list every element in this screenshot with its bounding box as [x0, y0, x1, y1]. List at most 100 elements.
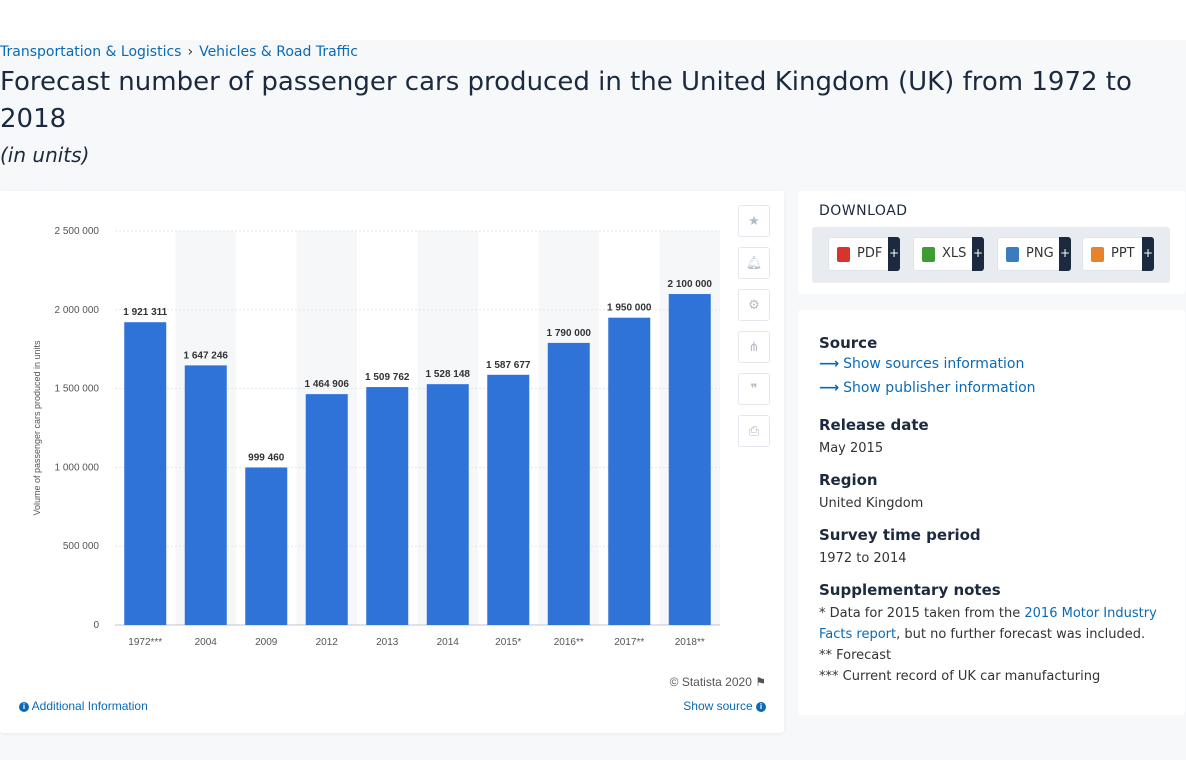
- release-value: May 2015: [819, 441, 884, 456]
- flag-icon[interactable]: ⚑: [755, 675, 766, 689]
- data-label: 1 587 677: [486, 360, 531, 371]
- download-xls-button[interactable]: XLS +: [913, 237, 984, 271]
- data-label: 1 790 000: [547, 328, 592, 339]
- print-icon: ⎙: [748, 424, 760, 439]
- bell-icon: 🔔︎: [745, 256, 763, 271]
- show-sources-label: Show sources information: [843, 356, 1025, 372]
- page-subtitle: (in units): [0, 143, 90, 167]
- data-label: 2 100 000: [668, 279, 713, 290]
- data-label: 999 460: [248, 452, 285, 463]
- download-xls-label: XLS: [942, 246, 967, 261]
- download-ppt-button[interactable]: PPT +: [1082, 237, 1154, 271]
- breadcrumb-item-vehicles[interactable]: Vehicles & Road Traffic: [199, 44, 358, 60]
- download-pdf-label: PDF: [857, 246, 883, 261]
- y-tick-label: 500 000: [63, 541, 100, 552]
- share-icon: ⋔: [748, 340, 760, 355]
- ppt-plus-icon[interactable]: +: [1142, 237, 1154, 271]
- copyright: © Statista 2020 ⚑: [670, 675, 766, 689]
- download-card: DOWNLOAD PDF + XLS + PNG + PPT +: [798, 191, 1185, 294]
- png-plus-icon[interactable]: +: [1059, 237, 1071, 271]
- survey-value: 1972 to 2014: [819, 551, 907, 566]
- x-tick-label: 2014: [437, 637, 460, 648]
- download-png-button[interactable]: PNG +: [997, 237, 1071, 271]
- breadcrumb-separator: ›: [187, 44, 194, 60]
- data-label: 1 509 762: [365, 372, 410, 383]
- show-sources-link[interactable]: ⟶ Show sources information: [819, 352, 1169, 376]
- bar: [426, 384, 469, 625]
- png-file-icon: [1006, 247, 1019, 262]
- y-tick-label: 1 500 000: [55, 384, 100, 395]
- source-heading: Source: [819, 334, 878, 352]
- x-tick-label: 2009: [255, 637, 278, 648]
- star-icon: ★: [748, 214, 760, 229]
- bar: [608, 317, 651, 625]
- bar: [184, 365, 227, 625]
- additional-info-label: Additional Information: [31, 699, 148, 713]
- copyright-text: © Statista 2020: [669, 675, 752, 689]
- region-value: United Kingdom: [819, 496, 924, 511]
- bar: [487, 374, 530, 625]
- note-1: * Data for 2015 taken from the 2016 Moto…: [819, 606, 1157, 642]
- download-buttons: PDF + XLS + PNG + PPT +: [812, 227, 1170, 283]
- show-source-link[interactable]: Show source i: [683, 699, 766, 713]
- note-2: ** Forecast: [819, 648, 892, 663]
- y-axis-label: Volume of passenger cars produced in uni…: [32, 340, 42, 516]
- notes-heading: Supplementary notes: [819, 581, 1001, 599]
- region-section: Region United Kingdom: [819, 471, 1169, 514]
- settings-button[interactable]: ⚙: [738, 289, 770, 321]
- share-button[interactable]: ⋔: [738, 331, 770, 363]
- x-tick-label: 2012: [316, 637, 339, 648]
- xls-plus-icon[interactable]: +: [972, 237, 984, 271]
- data-label: 1 950 000: [607, 303, 652, 314]
- bar: [547, 342, 590, 625]
- ppt-file-icon: [1091, 247, 1104, 262]
- x-tick-label: 2017**: [614, 637, 644, 648]
- x-tick-label: 2013: [376, 637, 399, 648]
- breadcrumb-item-transportation[interactable]: Transportation & Logistics: [0, 44, 182, 60]
- info-icon: i: [756, 701, 766, 712]
- survey-heading: Survey time period: [819, 526, 981, 544]
- download-pdf-button[interactable]: PDF +: [828, 237, 900, 271]
- show-publisher-link[interactable]: ⟶ Show publisher information: [819, 376, 1169, 400]
- data-label: 1 464 906: [305, 379, 350, 390]
- xls-file-icon: [922, 247, 935, 262]
- download-title: DOWNLOAD: [819, 203, 908, 219]
- top-bar: [0, 0, 1186, 40]
- chart-card: 0 500 000 1 000 000 1 500 000 2 000 000 2 500…: [0, 191, 784, 733]
- bar: [245, 467, 288, 625]
- motor-industry-report-link[interactable]: 2016 Motor Industry Facts report: [819, 606, 1157, 642]
- arrow-right-icon: ⟶: [819, 380, 840, 396]
- download-png-label: PNG: [1026, 246, 1054, 261]
- arrow-right-icon: ⟶: [819, 356, 840, 372]
- x-tick-label: 2004: [195, 637, 218, 648]
- bar: [366, 387, 409, 625]
- release-section: Release date May 2015: [819, 416, 1169, 459]
- show-publisher-label: Show publisher information: [843, 380, 1036, 396]
- notes-section: Supplementary notes * Data for 2015 take…: [819, 581, 1169, 687]
- chart-toolbar: ★ 🔔︎ ⚙ ⋔ ❞ ⎙: [738, 205, 772, 457]
- y-tick-label: 0: [93, 620, 99, 631]
- pdf-plus-icon[interactable]: +: [888, 237, 900, 271]
- print-button[interactable]: ⎙: [738, 415, 770, 447]
- y-tick-label: 2 500 000: [55, 226, 100, 237]
- x-tick-label: 1972***: [128, 637, 162, 648]
- y-tick-label: 2 000 000: [55, 305, 100, 316]
- pdf-file-icon: [837, 247, 850, 262]
- survey-section: Survey time period 1972 to 2014: [819, 526, 1169, 569]
- y-tick-label: 1 000 000: [55, 462, 100, 473]
- metadata-card: Source ⟶ Show sources information ⟶ Show p…: [798, 310, 1185, 715]
- region-heading: Region: [819, 471, 878, 489]
- bar: [305, 394, 348, 625]
- x-tick-label: 2016**: [554, 637, 584, 648]
- bar: [668, 294, 711, 625]
- info-icon: i: [19, 701, 29, 712]
- cite-button[interactable]: ❞: [738, 373, 770, 405]
- page-title: Forecast number of passenger cars produc…: [0, 67, 1132, 134]
- favorite-button[interactable]: ★: [738, 205, 770, 237]
- data-label: 1 528 148: [426, 369, 471, 380]
- quote-icon: ❞: [750, 382, 758, 397]
- additional-info-link[interactable]: i Additional Information: [19, 699, 148, 713]
- source-section: Source ⟶ Show sources information ⟶ Show p…: [819, 334, 1169, 400]
- notification-button[interactable]: 🔔︎: [738, 247, 770, 279]
- breadcrumb: Transportation & Logistics › Vehicles & Ro…: [0, 44, 358, 60]
